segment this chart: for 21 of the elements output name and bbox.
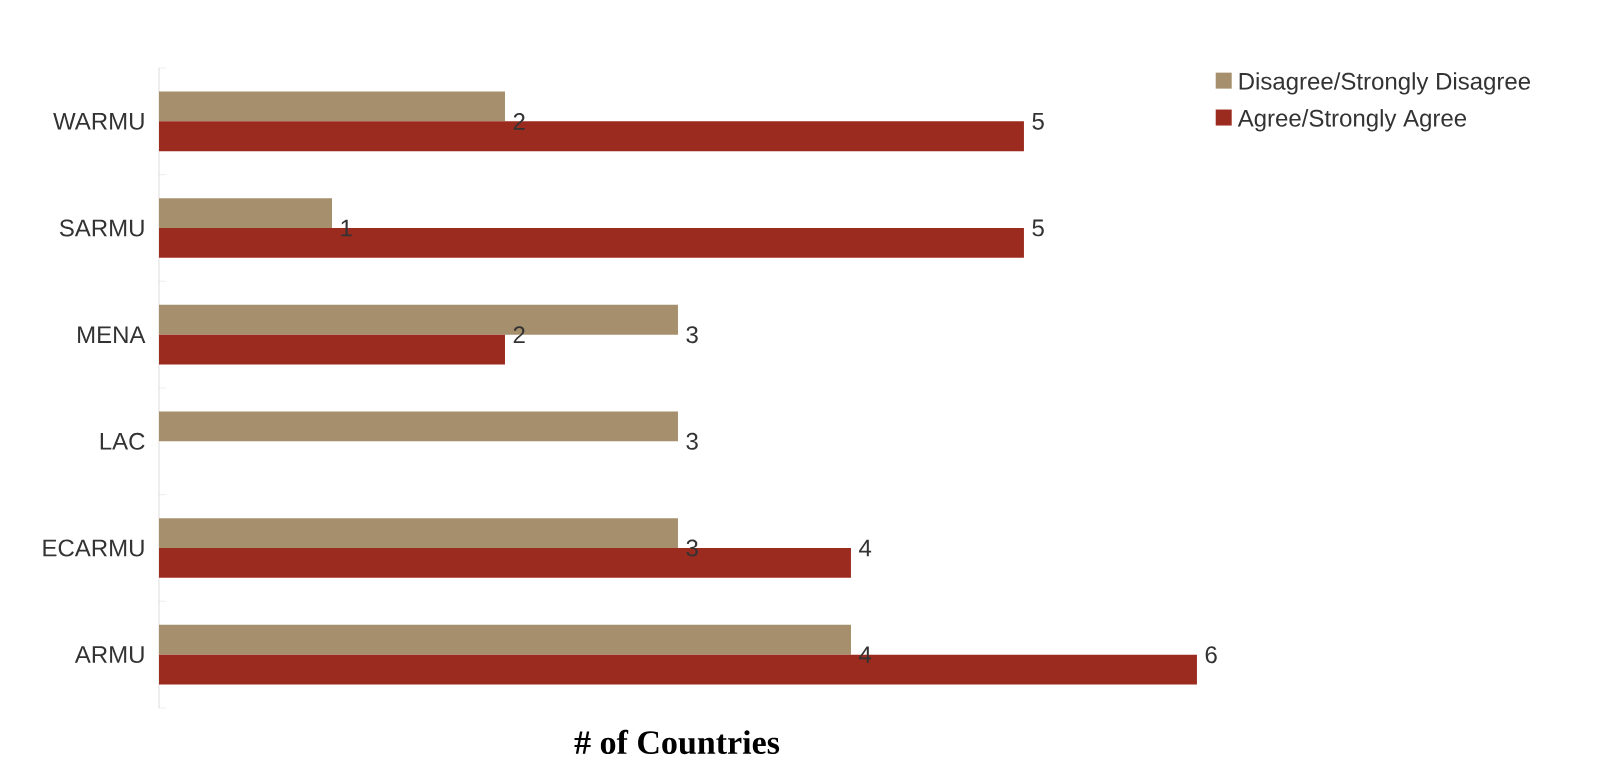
- data-label: 6: [1205, 646, 1217, 664]
- legend-label: Disagree/Strongly Disagree: [1239, 72, 1531, 95]
- bar: [159, 334, 505, 365]
- x-axis-title: # of Countries: [574, 729, 780, 755]
- bar: [159, 198, 332, 228]
- legend-label: Agree/Strongly Agree: [1237, 109, 1467, 132]
- y-tick-label: ECARMU: [43, 539, 144, 557]
- y-tick-label: LAC: [100, 432, 145, 450]
- y-tick-label: SARMU: [59, 219, 144, 237]
- data-label: 3: [686, 432, 698, 450]
- bar: [159, 518, 678, 548]
- y-tick-label: WARMU: [53, 112, 144, 130]
- data-label: 4: [859, 539, 872, 557]
- y-tick-label: ARMU: [74, 646, 144, 664]
- bar: [159, 624, 851, 655]
- y-tick-label: MENA: [78, 326, 146, 343]
- bar: [159, 411, 678, 442]
- bar: [159, 91, 505, 122]
- data-label: 3: [686, 326, 698, 344]
- data-label: 5: [1032, 112, 1044, 130]
- data-label: 5: [1032, 219, 1044, 237]
